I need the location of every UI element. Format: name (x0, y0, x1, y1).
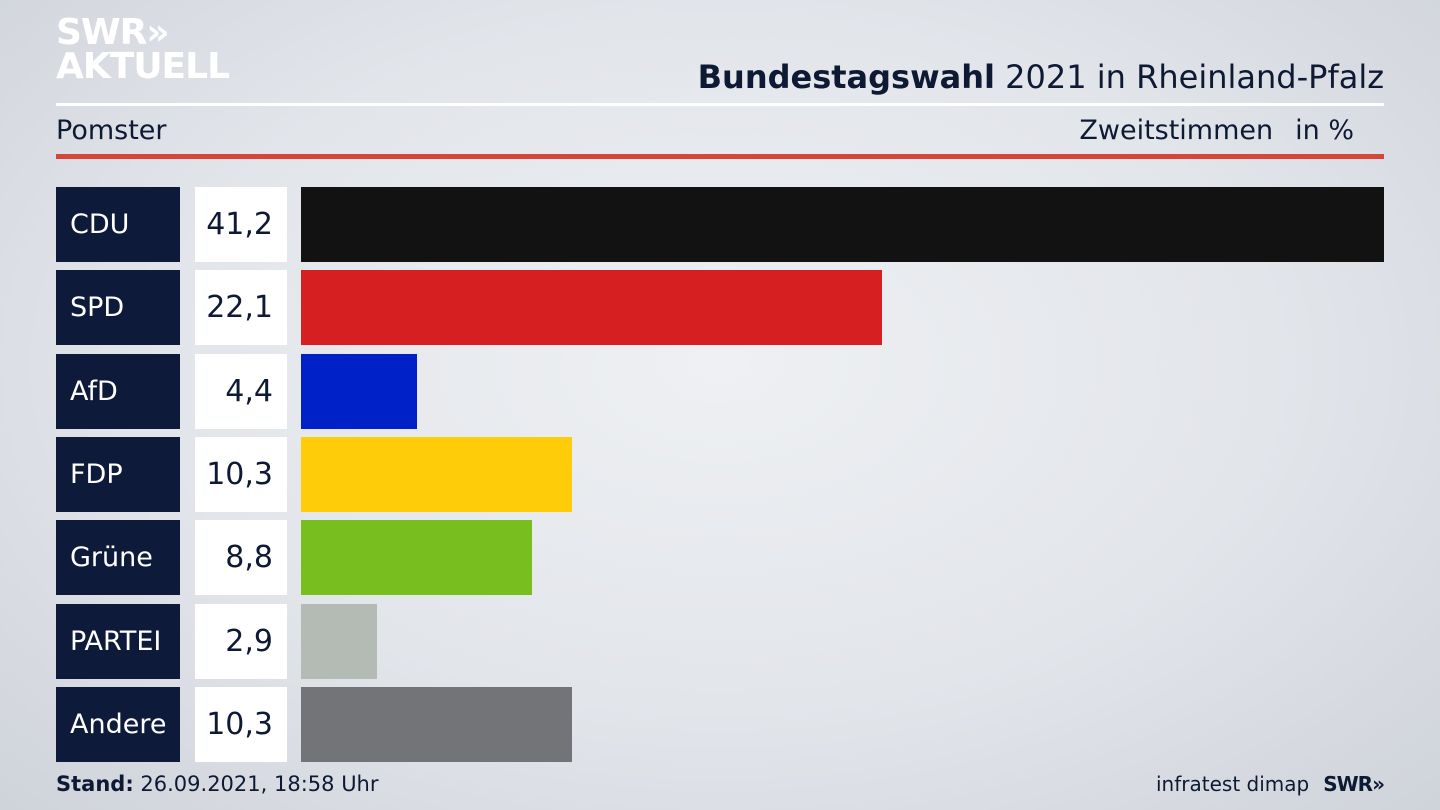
swr-aktuell-logo: SWR» AKTUELL (56, 15, 230, 87)
party-label: Andere (56, 686, 180, 762)
chart-title: Bundestagswahl 2021 in Rheinland-Pfalz (698, 58, 1384, 96)
metric-label: Zweitstimmen in % (1079, 115, 1354, 146)
bar-row: FDP 10,3 (56, 436, 1384, 512)
value-label: 10,3 (195, 436, 287, 512)
stand-label: Stand: (56, 772, 134, 796)
value-label: 41,2 (195, 187, 287, 262)
party-label: PARTEI (56, 603, 180, 679)
stand-value: 26.09.2021, 18:58 Uhr (140, 772, 379, 796)
bar-row: SPD 22,1 (56, 270, 1384, 346)
value-label: 8,8 (195, 520, 287, 596)
metric-unit: in % (1295, 115, 1354, 146)
chart-title-bold: Bundestagswahl (697, 58, 995, 96)
bar (301, 686, 572, 762)
bar-row: AfD 4,4 (56, 353, 1384, 429)
bar-row: Andere 10,3 (56, 686, 1384, 762)
party-label: AfD (56, 353, 180, 429)
swr-small-arrows-icon: » (1372, 772, 1385, 796)
value-label: 2,9 (195, 603, 287, 679)
value-label: 10,3 (195, 686, 287, 762)
logo-swr: SWR (56, 12, 147, 53)
party-label: FDP (56, 436, 180, 512)
accent-divider (56, 154, 1384, 159)
bar (301, 520, 532, 596)
party-label: Grüne (56, 520, 180, 596)
swr-logo-small: SWR» (1323, 772, 1385, 796)
bar (301, 436, 572, 512)
party-label: CDU (56, 187, 180, 262)
source-name: infratest dimap (1156, 772, 1310, 796)
header-divider (56, 103, 1384, 106)
logo-arrows-icon: » (146, 12, 169, 53)
bar-row: Grüne 8,8 (56, 520, 1384, 596)
bar (301, 353, 417, 429)
bar (301, 270, 882, 346)
timestamp: Stand: 26.09.2021, 18:58 Uhr (56, 772, 379, 796)
bar (301, 187, 1384, 262)
value-label: 22,1 (195, 270, 287, 346)
metric-name: Zweitstimmen (1079, 115, 1274, 146)
bar (301, 603, 377, 679)
source-credit: infratest dimap SWR» (1156, 772, 1385, 796)
bar-row: PARTEI 2,9 (56, 603, 1384, 679)
swr-small-text: SWR (1323, 772, 1373, 796)
party-label: SPD (56, 270, 180, 346)
bar-row: CDU 41,2 (56, 187, 1384, 262)
region-label: Pomster (56, 115, 167, 146)
chart-title-rest: 2021 in Rheinland-Pfalz (1005, 58, 1384, 96)
value-label: 4,4 (195, 353, 287, 429)
logo-aktuell: AKTUELL (56, 46, 230, 87)
